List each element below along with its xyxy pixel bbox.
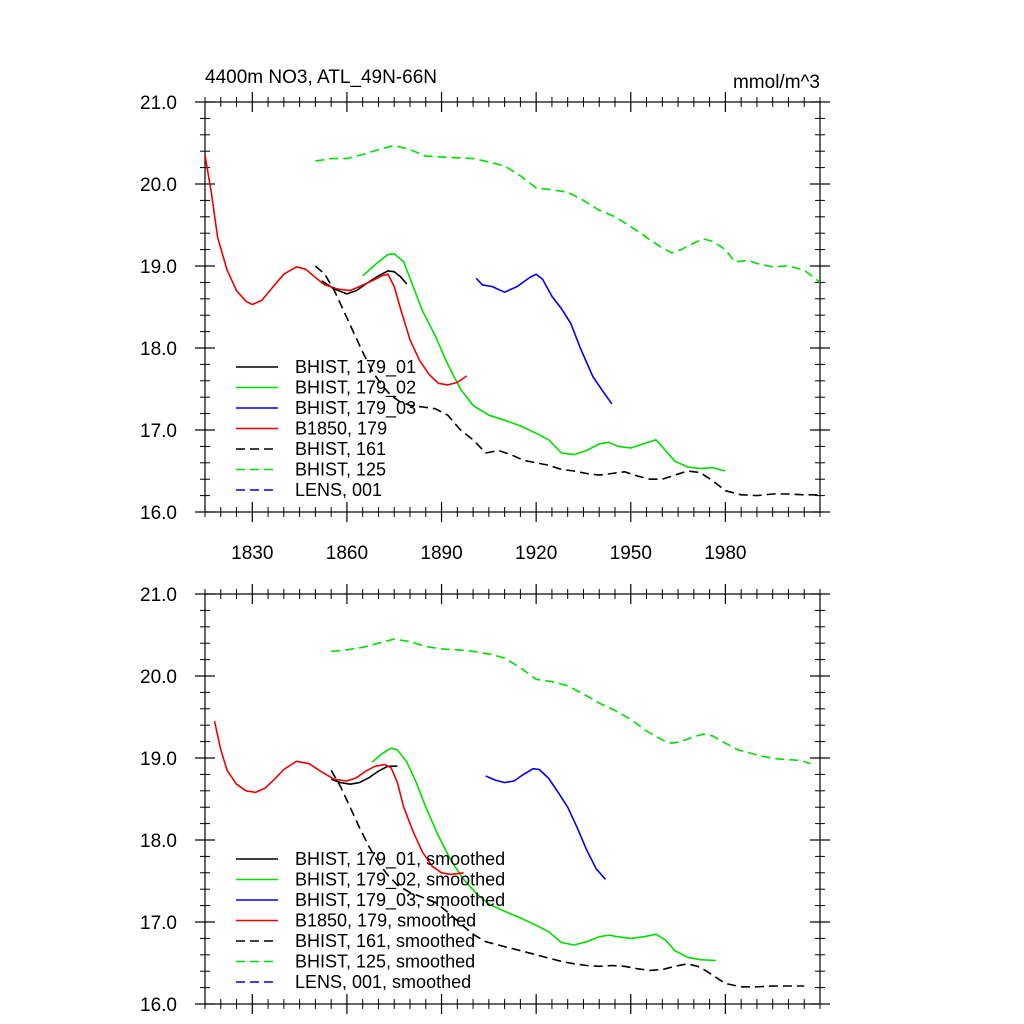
x-tick-label: 1980	[704, 543, 746, 564]
legend-label: B1850, 179	[295, 419, 387, 439]
units-label: mmol/m^3	[733, 72, 820, 93]
bottom-panel: 16.0 17.0 18.0 19.0 20.0 21.0 BHIST, 179_01, s…	[140, 584, 830, 1016]
legend-label: BHIST, 179_03	[295, 398, 416, 419]
series-line-4	[330, 769, 805, 988]
series-line-3	[205, 155, 468, 386]
y-tick-label: 20.0	[140, 175, 177, 196]
bottom-x-ticks	[204, 584, 821, 1014]
legend-label: BHIST, 161, smoothed	[295, 931, 475, 951]
series-line-0	[321, 270, 408, 295]
y-tick-label: 18.0	[140, 831, 177, 852]
legend-label: BHIST, 179_01, smoothed	[295, 849, 505, 870]
x-tick-label: 1950	[610, 543, 652, 564]
series-line-0	[330, 765, 398, 785]
legend-label: BHIST, 179_01	[295, 357, 416, 378]
legend-label: BHIST, 125, smoothed	[295, 952, 475, 972]
y-tick-label: 17.0	[140, 913, 177, 934]
series-line-5	[315, 144, 820, 284]
series-line-2	[475, 273, 613, 405]
y-tick-label: 16.0	[140, 995, 177, 1016]
y-tick-label: 20.0	[140, 667, 177, 688]
chart-title: 4400m NO3, ATL_49N-66N	[205, 67, 437, 88]
bottom-y-ticks: 16.0 17.0 18.0 19.0 20.0 21.0	[140, 585, 830, 1016]
legend-label: LENS, 001, smoothed	[295, 972, 471, 992]
y-tick-label: 18.0	[140, 339, 177, 360]
legend-label: BHIST, 125	[295, 460, 386, 480]
top-panel: 1830 1860 1890 1920 1950 1980 16.0 17.0 18.0 19.0…	[140, 92, 830, 564]
x-tick-label: 1860	[326, 543, 368, 564]
series-line-3	[213, 720, 464, 876]
bottom-series	[213, 638, 811, 988]
legend-label: LENS, 001	[295, 480, 382, 500]
top-y-ticks: 16.0 17.0 18.0 19.0 20.0 21.0	[140, 93, 830, 524]
series-line-4	[314, 265, 820, 497]
y-tick-label: 21.0	[140, 585, 177, 606]
series-line-5	[331, 638, 811, 765]
x-tick-label: 1920	[515, 543, 557, 564]
bottom-plot-frame	[204, 593, 821, 1005]
legend-label: BHIST, 179_03, smoothed	[295, 890, 505, 911]
legend-label: BHIST, 161	[295, 439, 386, 459]
y-tick-label: 16.0	[140, 503, 177, 524]
y-tick-label: 19.0	[140, 257, 177, 278]
x-tick-label: 1830	[231, 543, 273, 564]
series-line-2	[485, 767, 607, 880]
top-plot-frame	[204, 101, 821, 513]
legend-label: BHIST, 179_02, smoothed	[295, 870, 505, 891]
top-series	[205, 144, 820, 497]
y-tick-label: 17.0	[140, 421, 177, 442]
top-x-ticks	[204, 92, 821, 522]
series-line-1	[371, 747, 716, 962]
series-line-1	[362, 252, 726, 472]
x-tick-label: 1890	[420, 543, 462, 564]
legend-label: B1850, 179, smoothed	[295, 911, 476, 931]
legend-label: BHIST, 179_02	[295, 378, 416, 399]
y-tick-label: 21.0	[140, 93, 177, 114]
y-tick-label: 19.0	[140, 749, 177, 770]
